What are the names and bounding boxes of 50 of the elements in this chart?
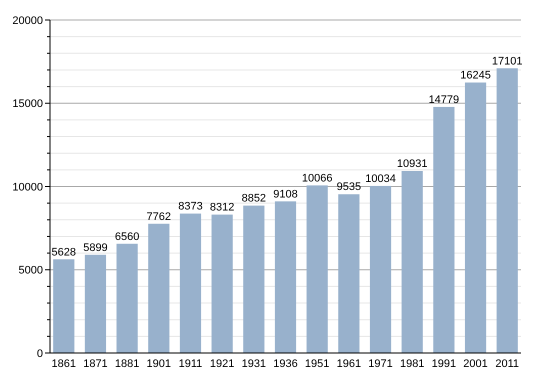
data-label: 8373 [178,200,203,213]
bar [212,214,233,353]
data-label: 10034 [365,172,396,185]
x-tick-label: 1921 [210,358,234,370]
bar [84,254,106,353]
x-tick-label: 2001 [463,358,488,370]
data-label: 10066 [302,172,332,184]
bar [180,214,202,353]
bar [464,82,486,353]
data-label: 16245 [460,70,491,82]
x-tick-label: 1981 [400,358,424,370]
y-tick-label: 15000 [12,98,43,110]
y-tick-label: 5000 [18,264,43,277]
data-label: 9108 [273,188,298,200]
x-tick-label: 1961 [336,358,362,370]
bar [148,224,170,353]
bar [274,201,296,353]
data-label: 5628 [52,246,76,258]
bar [53,259,74,353]
bar [338,194,360,353]
bar [496,68,518,353]
bar [116,244,138,353]
bar [402,171,423,353]
x-tick-label: 1991 [432,358,456,370]
x-tick-label: 1861 [52,358,76,370]
bar [370,186,392,353]
x-tick-label: 2011 [495,358,520,370]
y-tick-label: 10000 [12,181,43,194]
x-tick-label: 1951 [304,358,330,370]
bar [243,206,264,353]
data-label: 9535 [336,181,362,194]
x-tick-label: 1901 [146,358,172,370]
data-label: 6560 [114,230,140,243]
data-label: 17101 [492,55,523,68]
bar [306,185,328,353]
data-label: 8852 [242,192,266,205]
y-tick-label: 0 [36,348,43,360]
x-tick-label: 1931 [242,358,266,370]
x-tick-label: 1881 [114,358,140,370]
data-label: 10931 [396,158,428,170]
data-label: 7762 [146,210,172,223]
data-label: 8312 [210,202,234,214]
bar [433,106,454,353]
data-label: 14779 [428,94,460,106]
data-label: 5899 [83,242,108,254]
x-tick-label: 1936 [273,358,298,370]
x-tick-label: 1971 [368,358,393,370]
x-tick-label: 1871 [83,358,108,370]
y-tick-label: 20000 [12,14,43,27]
x-tick-label: 1911 [178,358,202,370]
